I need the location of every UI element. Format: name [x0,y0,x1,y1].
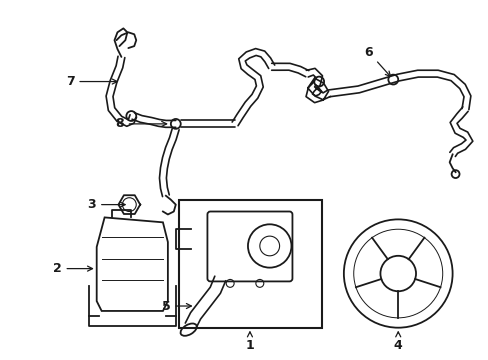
Text: 5: 5 [161,300,191,312]
Text: 4: 4 [393,332,402,352]
Text: 8: 8 [115,117,166,130]
Text: 3: 3 [87,198,125,211]
Text: 1: 1 [245,332,254,352]
Text: 2: 2 [53,262,92,275]
Text: 6: 6 [364,45,390,76]
Bar [179,200,322,328]
Text: 7: 7 [65,75,117,88]
